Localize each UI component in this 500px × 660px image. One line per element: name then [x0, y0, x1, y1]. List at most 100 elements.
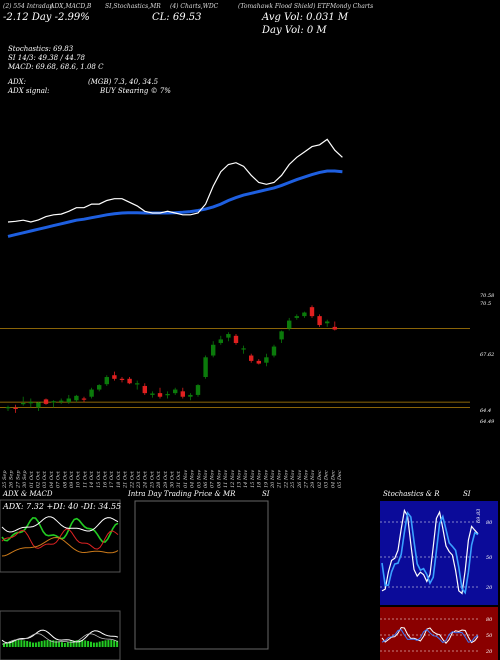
date-label: 03 Dec: [324, 470, 330, 488]
candle: [173, 387, 178, 395]
date-label: 18 Nov: [257, 470, 263, 488]
intraday-panel-title: Intra Day Trading Price & MR: [127, 490, 236, 498]
macd-histogram-bar: [46, 640, 49, 647]
macd-histogram-bar: [81, 640, 84, 647]
macd-histogram-bar: [113, 640, 116, 647]
macd-histogram-bar: [58, 641, 61, 647]
date-label: 04 Nov: [190, 470, 196, 488]
macd-histogram-bar: [110, 640, 113, 647]
adx-label: ADX:: [8, 78, 27, 86]
candle: [195, 384, 201, 397]
macd-histogram-bar: [40, 640, 43, 647]
macd-panel: [0, 610, 121, 660]
macd-histogram-bar: [34, 642, 37, 647]
date-label: 09 Oct: [69, 470, 75, 488]
macd-histogram-bar: [63, 642, 66, 647]
macd-histogram-bar: [8, 641, 11, 647]
adx-panel: [0, 499, 121, 573]
adx-panel-title: ADX & MACD: [2, 490, 53, 498]
candle: [127, 377, 132, 385]
candle: [74, 394, 79, 403]
macd-line: [1, 629, 119, 644]
macd-histogram-bar: [11, 640, 14, 647]
date-label: 29 Nov: [310, 470, 316, 489]
date-label: 05 Nov: [196, 470, 202, 488]
candle: [21, 396, 26, 406]
macd-histogram-bar: [104, 640, 107, 647]
candle: [287, 317, 292, 331]
macd-signal-line: [1, 633, 119, 645]
rsi-panel: [380, 607, 498, 660]
slow-moving-average-line: [7, 169, 343, 238]
macd-histogram-bar: [32, 642, 34, 647]
macd-histogram-bar: [29, 641, 32, 647]
date-label: 08 Oct: [62, 470, 68, 488]
candle: [165, 391, 170, 399]
candle: [59, 398, 64, 404]
macd-histogram-bar: [75, 640, 78, 647]
candle: [233, 334, 239, 345]
candle: [51, 400, 56, 408]
date-label: 28 Oct: [156, 470, 162, 489]
macd-histogram-bar: [49, 640, 52, 647]
header-label-5: (Tomahawk Flood Shield) ETF: [238, 3, 330, 10]
header-label-6: Mondy Charts: [330, 3, 374, 10]
macd-readout: MACD: 69.68, 68.6, 1.08 C: [8, 63, 104, 71]
date-label: 29 Oct: [163, 470, 169, 489]
candle: [104, 375, 109, 386]
stoch-si-label: SI: [463, 490, 471, 498]
header-label-1: (2) 554 Intraday: [3, 3, 53, 10]
candle: [325, 319, 330, 327]
price-axis-label: 64.49: [480, 419, 495, 425]
date-label: 04 Dec: [330, 470, 336, 488]
macd-histogram-bar: [26, 640, 29, 647]
macd-histogram-bar: [55, 640, 58, 647]
intraday-si-label: SI: [262, 490, 270, 498]
macd-histogram-bar: [78, 640, 81, 647]
fast-moving-average-line: [7, 138, 343, 223]
date-label: 20 Nov: [270, 470, 276, 489]
rsi-line: [381, 626, 479, 644]
price-chart: 70.58 70.5 67.62 64.4 64.49 25 Sep 26 Sep 27 S…: [0, 138, 495, 489]
rsi-signal-line: [381, 628, 479, 644]
date-label: 15 Nov: [250, 470, 256, 488]
macd-histogram-bar: [69, 641, 72, 647]
header-label-3: SI,Stochastics,MR: [105, 3, 161, 10]
candle: [5, 405, 11, 412]
date-label: 07 Nov: [210, 470, 216, 488]
candle: [157, 387, 163, 399]
date-label: 17 Oct: [109, 470, 115, 488]
candle: [264, 353, 269, 367]
macd-histogram-bar: [14, 640, 17, 647]
macd-histogram-bar: [90, 641, 92, 647]
candle: [226, 332, 231, 342]
macd-histogram-bar: [101, 640, 104, 647]
date-label: 08 Nov: [216, 470, 222, 488]
candle: [66, 394, 71, 404]
date-label: 22 Oct: [129, 470, 135, 489]
stoch-axis-50: 50: [486, 555, 493, 561]
stoch-k-line: [381, 508, 479, 595]
date-label: 30 Sep: [22, 470, 28, 488]
candle: [249, 353, 254, 363]
si-readout: SI 14/3: 49.38 / 44.78: [8, 54, 85, 62]
date-label: 21 Oct: [123, 470, 129, 489]
candle: [218, 335, 223, 345]
candle: [142, 383, 147, 395]
date-label: 12 Nov: [230, 470, 236, 488]
date-label: 02 Dec: [317, 470, 323, 488]
date-label: 18 Oct: [116, 470, 122, 488]
candle: [13, 404, 18, 413]
macd-histogram-bar: [92, 642, 95, 647]
date-label: 13 Nov: [237, 470, 243, 488]
macd-histogram-bar: [107, 640, 110, 647]
macd-histogram-bar: [3, 643, 5, 647]
macd-histogram-bar: [52, 640, 55, 647]
macd-histogram-bar: [95, 642, 98, 647]
macd-histogram-bar: [43, 640, 46, 647]
adx-panel-readout: ADX: 7.32 +DI: 40 -DI: 34.55: [2, 502, 121, 511]
stoch-d-line: [381, 511, 479, 595]
date-label: 26 Nov: [297, 470, 303, 489]
macd-histogram-bar: [116, 640, 119, 647]
macd-histogram-bar: [20, 640, 23, 647]
